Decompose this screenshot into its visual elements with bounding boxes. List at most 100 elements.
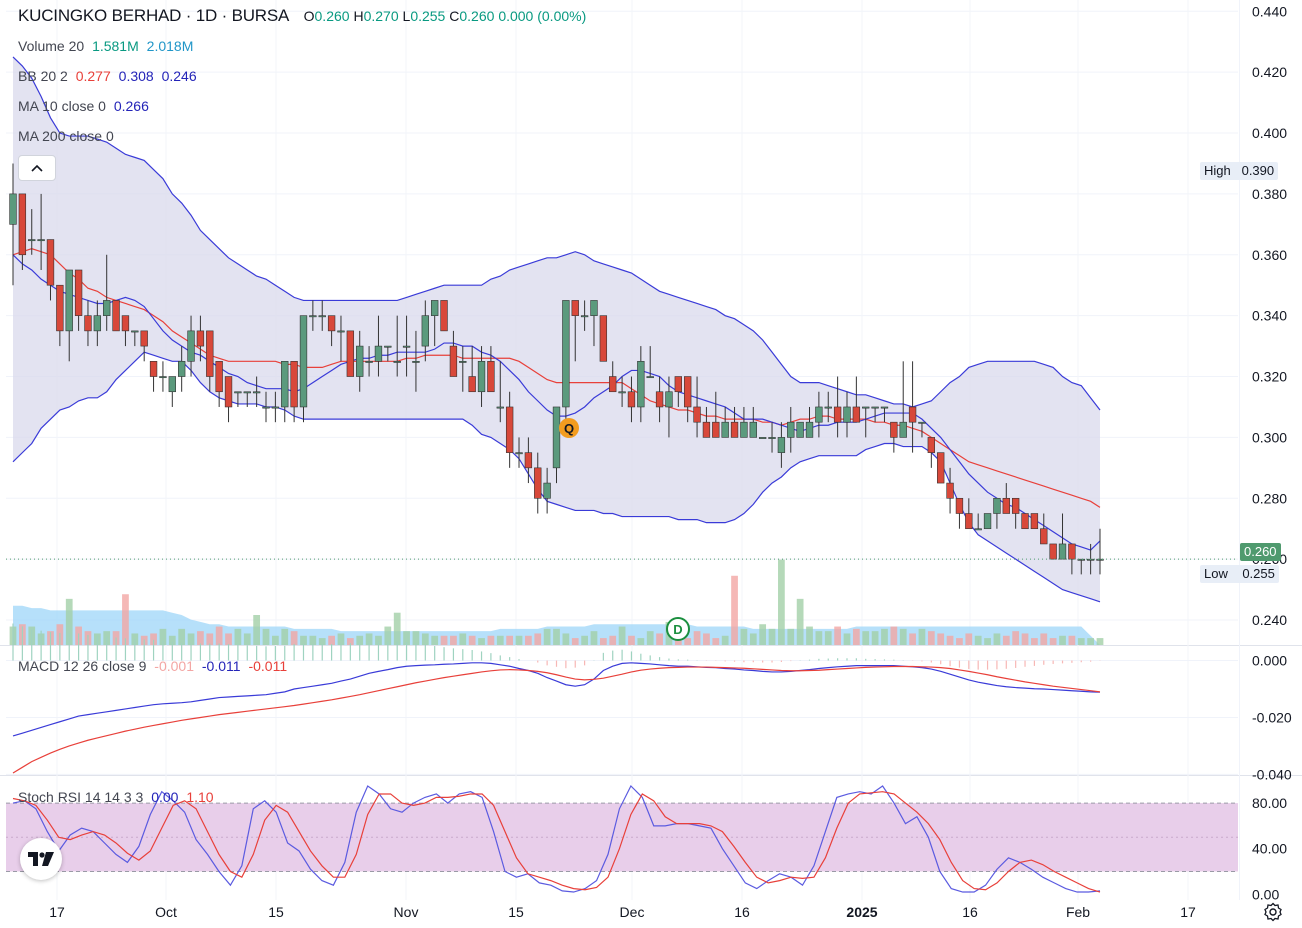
price-tick-label: 0.400	[1252, 125, 1287, 141]
volume-bar	[300, 635, 307, 645]
volume-bar	[290, 631, 298, 645]
candle-body	[955, 497, 964, 514]
stoch-legend[interactable]: Stoch RSI 14 14 3 3 0.00 1.10	[18, 788, 218, 806]
volume-legend-label: Volume 20	[18, 38, 85, 54]
candle-body	[206, 330, 214, 377]
ma10-legend[interactable]: MA 10 close 0 0.266	[18, 97, 153, 115]
price-tick-label: 0.360	[1252, 247, 1287, 263]
volume-bar	[581, 635, 588, 645]
volume-legend-value-2: 2.018M	[146, 38, 194, 54]
macd-legend[interactable]: MACD 12 26 close 9 -0.001 -0.011 -0.011	[18, 657, 291, 675]
volume-bar	[796, 598, 804, 645]
time-tick-label: 16	[962, 904, 978, 920]
volume-bar	[731, 575, 738, 645]
ma10-legend-value: 0.266	[113, 98, 149, 114]
volume-bar	[852, 628, 860, 645]
bb-legend-upper: 0.308	[118, 68, 154, 84]
volume-bar	[468, 635, 476, 645]
high-tag-value: 0.390	[1241, 163, 1275, 178]
volume-bar	[431, 635, 439, 645]
candle-body	[159, 376, 167, 379]
volume-bar	[862, 631, 870, 645]
candle-body	[412, 361, 420, 363]
stoch-tick-label: 80.00	[1252, 795, 1287, 811]
volume-bar	[656, 633, 663, 645]
candle-body	[215, 361, 223, 393]
candle-body	[496, 406, 504, 409]
volume-bar	[1002, 635, 1010, 645]
volume-bar	[150, 633, 157, 645]
candle-body	[121, 315, 130, 332]
candle-body	[871, 406, 879, 409]
candle-body	[440, 300, 448, 332]
candle-body	[721, 421, 729, 438]
last-price-tag: 0.260	[1240, 543, 1281, 561]
candle-body	[580, 315, 589, 318]
bb-legend[interactable]: BB 20 2 0.277 0.308 0.246	[18, 67, 201, 85]
candle-body	[768, 437, 776, 439]
volume-bar	[253, 615, 261, 645]
candle-body	[1002, 497, 1010, 514]
candle-body	[252, 391, 261, 394]
macd-legend-hist: -0.001	[154, 658, 194, 674]
volume-bar	[337, 633, 345, 645]
volume-bar	[693, 631, 701, 645]
candle-body	[684, 376, 692, 408]
candle-body	[177, 361, 186, 377]
collapse-legend-button[interactable]	[18, 155, 56, 181]
time-tick-label: 17	[49, 904, 65, 920]
candle-body	[93, 315, 102, 332]
candle-body	[927, 437, 936, 453]
candle-body	[224, 376, 233, 408]
volume-legend[interactable]: Volume 20 1.581M 2.018M	[18, 37, 197, 55]
candle-body	[862, 406, 870, 409]
volume-bar	[1068, 635, 1076, 645]
volume-bar	[225, 633, 232, 645]
macd-legend-macd: -0.011	[201, 658, 241, 674]
candle-body	[777, 437, 786, 453]
settings-gear-icon[interactable]	[1263, 902, 1283, 922]
candle-body	[918, 421, 926, 424]
stoch-k-line	[12, 784, 1101, 893]
volume-bar	[890, 626, 898, 645]
candle-body	[674, 376, 682, 393]
time-tick-label: Nov	[394, 904, 419, 920]
volume-bar	[346, 638, 354, 645]
volume-bar	[646, 631, 654, 645]
last-price-value: 0.260	[1244, 544, 1277, 559]
candle-body	[993, 497, 1001, 514]
volume-bar	[787, 628, 795, 645]
macd-tick-label: -0.020	[1252, 709, 1292, 725]
high-tag: High 0.390	[1200, 162, 1279, 180]
candle-body	[168, 376, 176, 393]
tradingview-logo-icon[interactable]	[20, 838, 62, 880]
time-tick-label: Dec	[620, 904, 645, 920]
volume-bar	[628, 635, 635, 645]
candle-body	[758, 437, 767, 439]
candle-body	[393, 361, 401, 363]
stoch-tick-label: 40.00	[1252, 841, 1287, 857]
volume-bar	[927, 631, 935, 645]
symbol-title[interactable]: KUCINGKO BERHAD · 1D · BURSA	[18, 6, 290, 25]
candle-body	[852, 406, 861, 423]
ma200-legend[interactable]: MA 200 close 0	[18, 127, 118, 145]
tradingview-logo-glyph	[28, 852, 54, 866]
volume-bar	[543, 628, 551, 645]
volume-bar	[206, 633, 214, 645]
volume-bar	[1040, 633, 1048, 645]
candle-body	[946, 482, 954, 499]
volume-bar	[187, 633, 195, 645]
volume-bar	[778, 559, 785, 645]
stoch-legend-d: 1.10	[186, 789, 214, 805]
candle-body	[655, 391, 664, 408]
volume-bar	[956, 638, 963, 645]
volume-bar	[328, 635, 335, 645]
volume-bar	[318, 638, 326, 645]
candle-body	[646, 376, 654, 379]
volume-bar	[1031, 638, 1038, 645]
chevron-up-icon	[31, 164, 43, 172]
candle-body	[815, 406, 823, 423]
candle-body	[637, 361, 645, 408]
candle-body	[590, 300, 598, 316]
